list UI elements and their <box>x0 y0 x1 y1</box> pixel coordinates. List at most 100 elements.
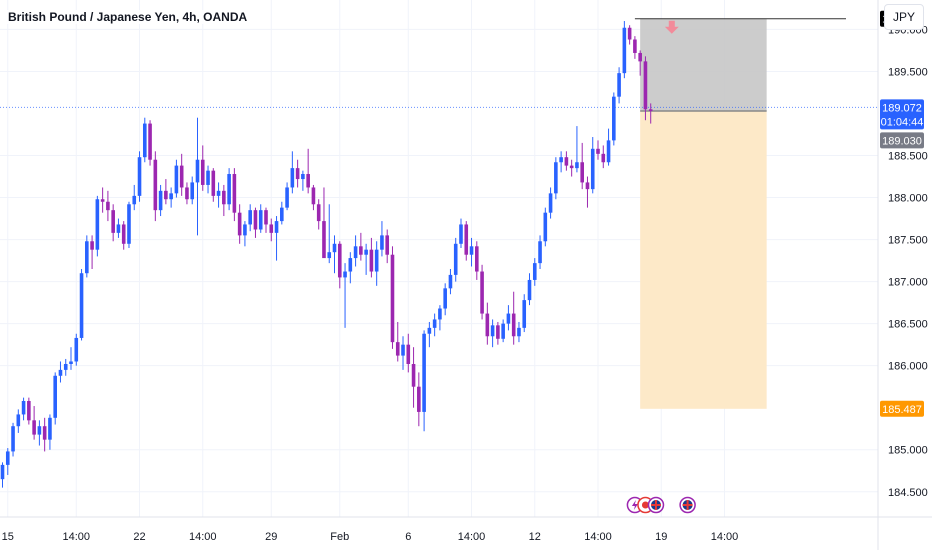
candle-body <box>32 420 36 435</box>
candle-body <box>590 148 595 190</box>
candle-body <box>596 148 600 154</box>
current-price-label: 189.072 <box>882 102 922 114</box>
candle-body <box>90 241 94 250</box>
candle-body <box>274 221 279 233</box>
candle-body <box>106 201 110 211</box>
chart-title: British Pound / Japanese Yen, 4h, OANDA <box>6 10 250 24</box>
candle-body <box>27 400 31 421</box>
candle-body <box>480 271 484 314</box>
candle-body <box>496 325 500 339</box>
candle-body <box>164 190 168 200</box>
candle-body <box>490 325 495 337</box>
candle-body <box>179 165 184 188</box>
candle-body <box>311 187 316 205</box>
candle-body <box>127 204 131 244</box>
candle-body <box>48 417 52 440</box>
candle-body <box>575 162 579 169</box>
candle-body <box>53 375 57 418</box>
candle-body <box>506 313 511 324</box>
last-close-badge <box>880 132 924 149</box>
candle-body <box>158 190 163 211</box>
candle-body <box>174 165 179 194</box>
countdown-label: 01:04:44 <box>881 116 924 128</box>
candle-body <box>374 249 379 272</box>
candle-body <box>411 364 416 387</box>
candle-body <box>548 193 553 213</box>
x-tick-label: 14:00 <box>458 531 486 543</box>
candle-body <box>137 157 142 196</box>
candle-body <box>69 361 73 365</box>
candle-body <box>132 195 137 205</box>
x-tick-label: Feb <box>330 531 349 543</box>
y-tick-label: 187.000 <box>888 277 928 289</box>
candle-body <box>216 190 221 196</box>
candle-body <box>63 364 68 370</box>
x-tick-label: 15 <box>2 531 14 543</box>
candle-body <box>501 323 505 339</box>
candle-body <box>327 252 332 259</box>
candle-body <box>316 204 321 222</box>
y-tick-label: 188.000 <box>888 193 928 205</box>
candle-body <box>648 109 653 111</box>
candle-body <box>42 426 47 440</box>
candle-body <box>322 221 326 259</box>
candle-body <box>280 207 284 222</box>
candle-body <box>206 170 210 185</box>
candle-body <box>348 258 353 272</box>
candle-body <box>264 210 268 225</box>
candle-body <box>11 426 15 452</box>
x-tick-label: 29 <box>265 531 277 543</box>
y-tick-label: 189.500 <box>888 66 928 78</box>
last-close-label: 189.030 <box>882 135 922 147</box>
y-tick-label: 187.500 <box>888 235 928 247</box>
y-tick-label: 185.000 <box>888 445 928 457</box>
candle-body <box>432 319 437 328</box>
candle-body <box>601 153 606 163</box>
candle-body <box>148 123 152 160</box>
candle-body <box>643 61 648 110</box>
candle-body <box>116 224 121 233</box>
candle-body <box>617 73 621 97</box>
x-tick-label: 12 <box>529 531 541 543</box>
current-price-badge <box>880 99 924 130</box>
candle-body <box>448 274 453 289</box>
candle-body <box>285 187 289 208</box>
candle-body <box>390 254 395 343</box>
y-tick-label: 188.500 <box>888 151 928 163</box>
candle-body <box>200 159 205 185</box>
candle-body <box>153 159 158 211</box>
short-arrow-icon <box>664 20 679 34</box>
candle-body <box>211 170 216 196</box>
candle-body <box>538 241 542 264</box>
candle-body <box>585 182 590 190</box>
candle-body <box>422 333 426 412</box>
candle-body <box>633 39 637 53</box>
candle-body <box>401 344 405 356</box>
candle-body <box>569 165 574 169</box>
candle-body <box>359 246 363 255</box>
candle-body <box>469 246 474 255</box>
target-price-badge <box>880 400 924 417</box>
candle-body <box>0 464 5 480</box>
candle-body <box>237 212 242 236</box>
candle-body <box>612 96 616 141</box>
candle-body <box>74 337 79 362</box>
candle-body <box>5 451 10 465</box>
candle-body <box>385 235 390 255</box>
x-tick-label: 14:00 <box>711 531 739 543</box>
candle-body <box>100 199 105 202</box>
candle-body <box>559 157 563 163</box>
candle-body <box>185 187 189 200</box>
candle-body <box>406 344 411 365</box>
candle-body <box>142 123 147 158</box>
candle-body <box>464 224 469 255</box>
candle-body <box>417 386 421 412</box>
target-price-badge-text: 185.487 <box>882 404 922 416</box>
candle-body <box>511 313 516 337</box>
stop-loss-zone <box>640 18 767 111</box>
candle-body <box>580 162 584 183</box>
x-tick-label: 14:00 <box>63 531 91 543</box>
candle-body <box>343 271 347 278</box>
currency-button[interactable]: JPY <box>884 4 924 30</box>
